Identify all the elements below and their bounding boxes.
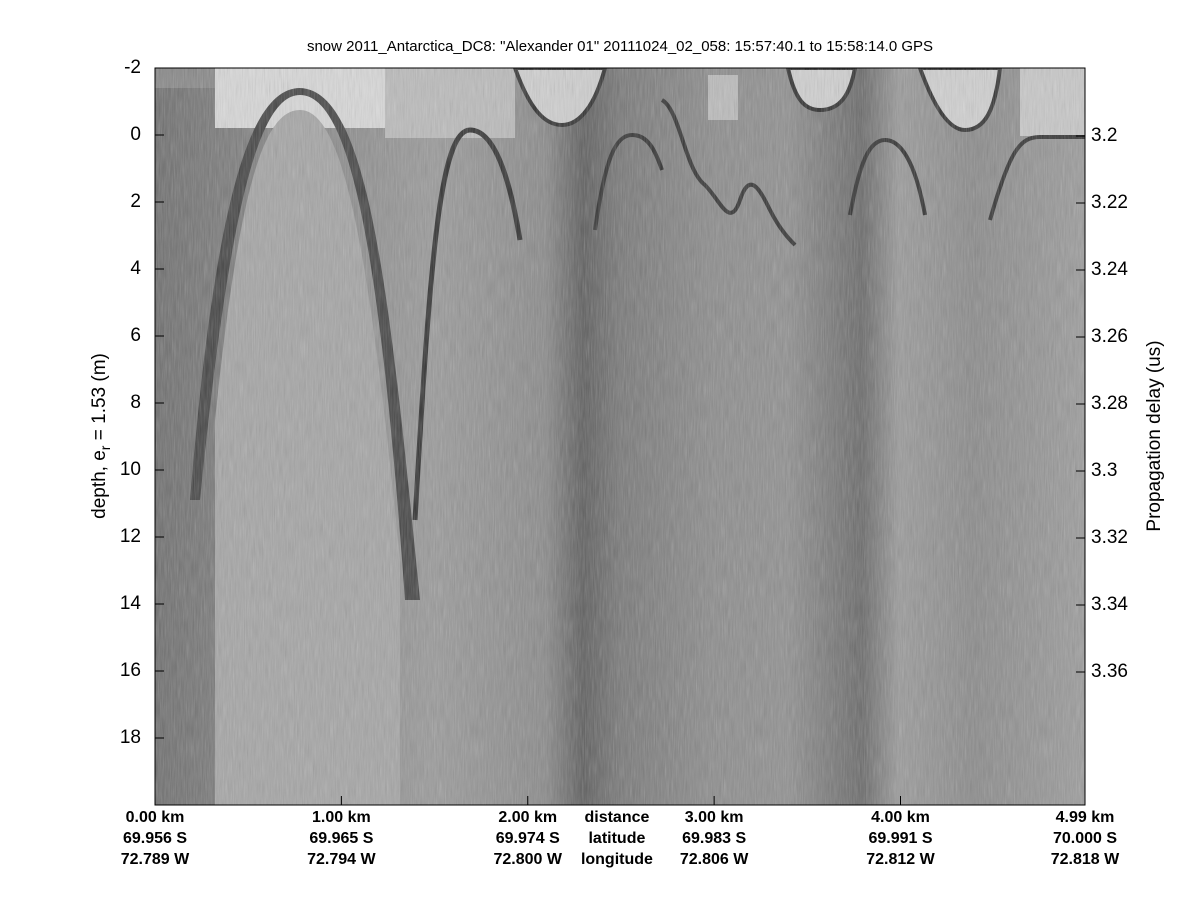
- x-tick-longitude: 72.806 W: [680, 851, 749, 868]
- x-axis-row-label: distance: [584, 809, 649, 826]
- x-tick-latitude: 69.983 S: [682, 830, 746, 847]
- x-tick-label: 1.00 km: [312, 809, 371, 826]
- y-label-part: = 1.53 (m): [89, 353, 110, 445]
- x-tick-longitude: 72.794 W: [307, 851, 376, 868]
- y-tick-label: 8: [130, 392, 141, 413]
- y-label-subscript: r: [97, 445, 113, 450]
- y2-axis-label: Propagation delay (us): [1144, 340, 1165, 531]
- y2-tick-label: 3.26: [1091, 326, 1128, 347]
- plot-frame: [154, 67, 1086, 806]
- x-axis-row-label: longitude: [581, 851, 653, 868]
- y-tick-label: 14: [120, 593, 142, 614]
- echogram-image: [155, 68, 1085, 805]
- y2-tick-label: 3.22: [1091, 192, 1128, 213]
- y-tick-label: 0: [130, 124, 141, 145]
- y2-tick-label: 3.32: [1091, 527, 1128, 548]
- x-tick-longitude: 72.789 W: [121, 851, 190, 868]
- y2-tick-label: 3.24: [1091, 259, 1128, 280]
- chart-title: snow 2011_Antarctica_DC8: "Alexander 01"…: [307, 38, 933, 55]
- x-tick-latitude: 70.000 S: [1053, 830, 1117, 847]
- y2-tick-label: 3.34: [1091, 594, 1128, 615]
- x-tick-latitude: 69.965 S: [309, 830, 373, 847]
- x-axis-row-label: latitude: [588, 830, 645, 847]
- x-tick-longitude: 72.812 W: [866, 851, 935, 868]
- x-tick-label: 3.00 km: [685, 809, 744, 826]
- y-tick-label: 12: [120, 526, 141, 547]
- y2-tick-label: 3.3: [1091, 460, 1117, 481]
- y-tick-label: 16: [120, 660, 141, 681]
- x-tick-longitude: 72.818 W: [1051, 851, 1120, 868]
- x-tick-latitude: 69.956 S: [123, 830, 187, 847]
- x-tick-label: 0.00 km: [126, 809, 185, 826]
- y2-tick-label: 3.36: [1091, 661, 1128, 682]
- x-tick-latitude: 69.991 S: [868, 830, 932, 847]
- y2-tick-label: 3.28: [1091, 393, 1128, 414]
- y-tick-label: 2: [130, 191, 141, 212]
- y-label-part: depth, e: [89, 450, 110, 519]
- y-tick-label: 18: [120, 727, 141, 748]
- x-tick-longitude: 72.800 W: [494, 851, 563, 868]
- y2-tick-label: 3.2: [1091, 125, 1117, 146]
- y-tick-label: 4: [130, 258, 141, 279]
- y-axis-label: depth, er = 1.53 (m): [89, 353, 113, 519]
- x-tick-latitude: 69.974 S: [496, 830, 560, 847]
- x-tick-label: 4.99 km: [1056, 809, 1115, 826]
- y-tick-label: 6: [130, 325, 141, 346]
- x-tick-label: 4.00 km: [871, 809, 930, 826]
- y-tick-label: 10: [120, 459, 141, 480]
- y-tick-label: -2: [124, 57, 141, 78]
- x-tick-label: 2.00 km: [498, 809, 557, 826]
